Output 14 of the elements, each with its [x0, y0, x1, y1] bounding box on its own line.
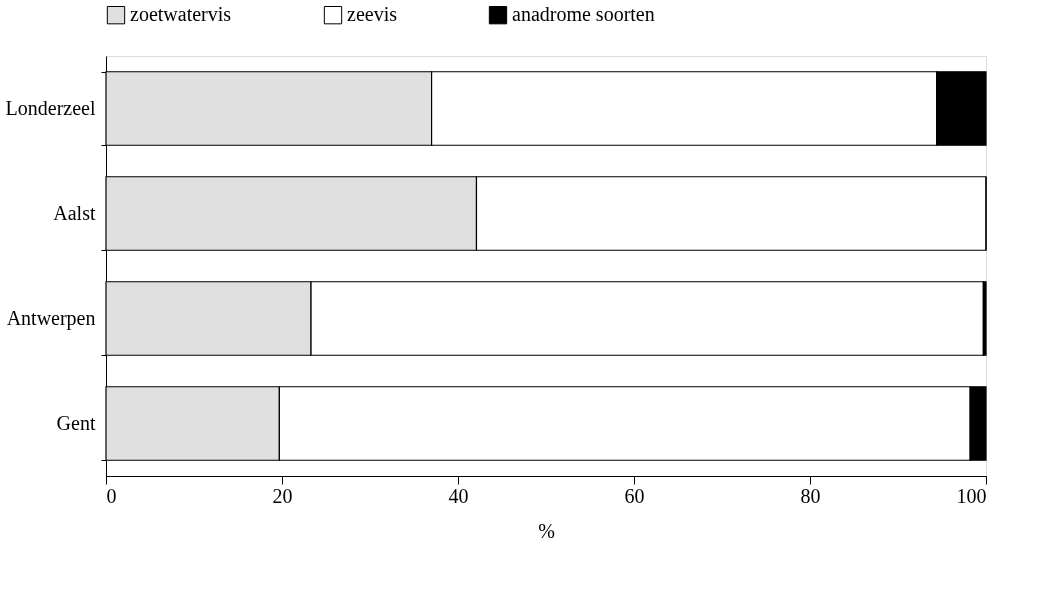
legend-label: zeevis	[347, 3, 398, 26]
x-tick-label: 40	[448, 484, 469, 507]
y-tick-label: Londerzeel	[5, 97, 96, 119]
x-tick-label: 100	[956, 484, 987, 507]
legend-label: zoetwatervis	[130, 3, 232, 26]
x-tick-label: 0	[106, 484, 117, 507]
y-tick-label: Gent	[56, 412, 96, 434]
legend-label: anadrome soorten	[512, 3, 655, 26]
x-axis-title: %	[538, 519, 555, 542]
x-tick-label: 80	[800, 484, 821, 507]
y-tick-label: Aalst	[53, 202, 96, 224]
y-tick-label: Antwerpen	[6, 307, 96, 330]
x-tick-label: 20	[272, 484, 293, 507]
x-tick-label: 60	[624, 484, 645, 507]
